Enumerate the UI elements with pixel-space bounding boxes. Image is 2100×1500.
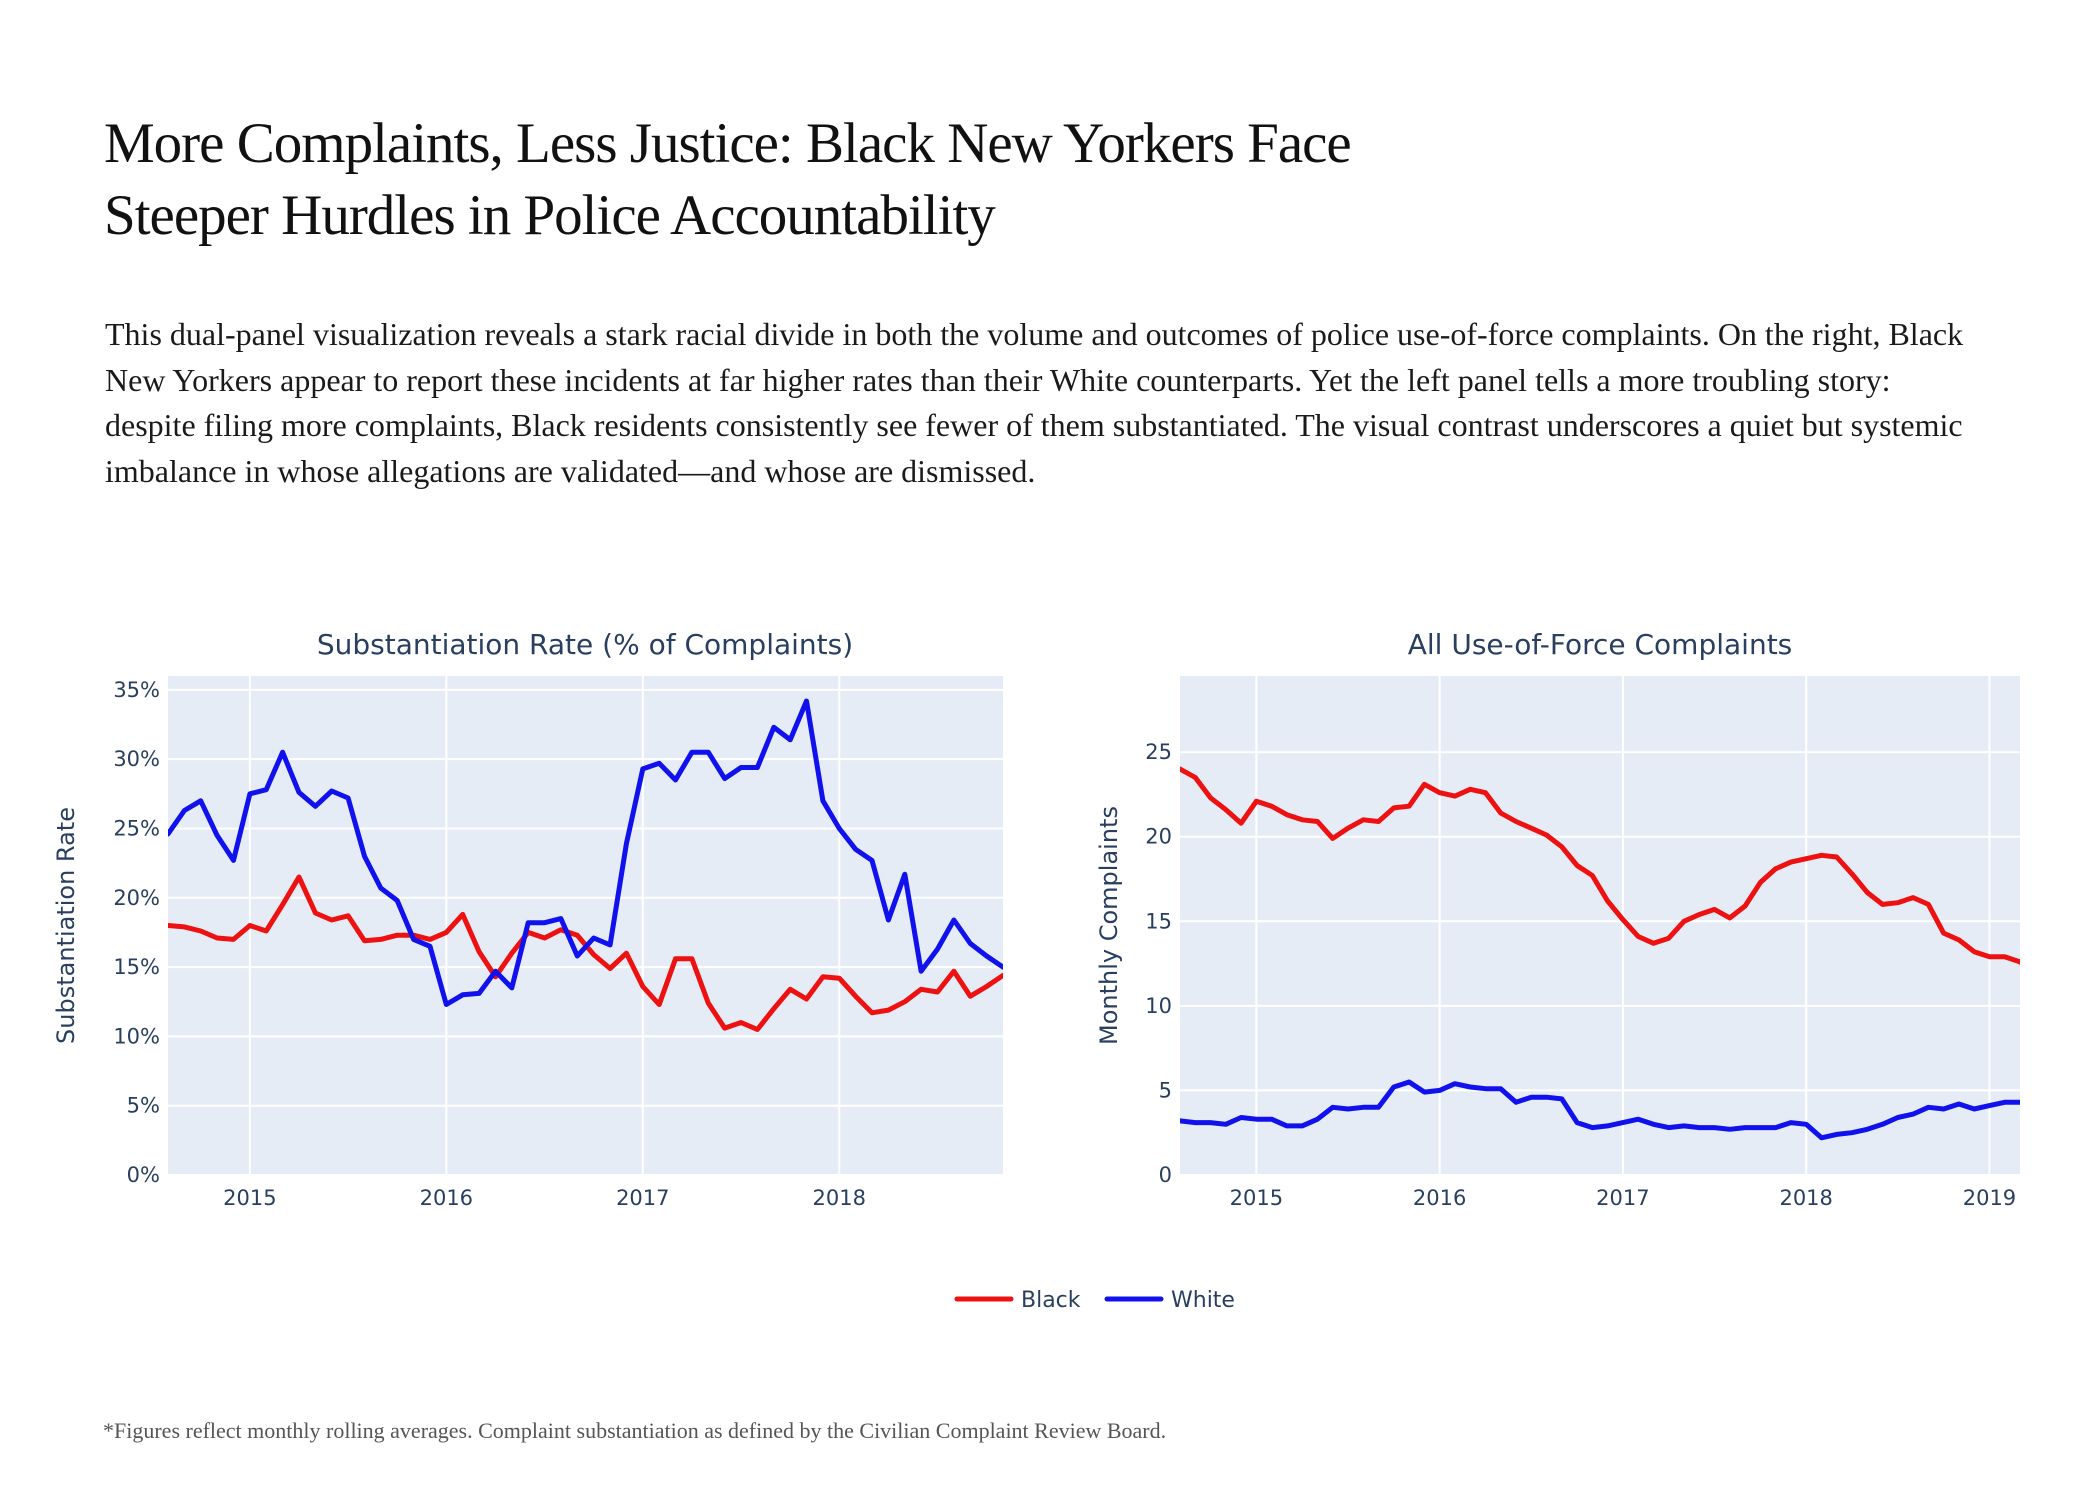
chart-title: Substantiation Rate (% of Complaints) — [317, 628, 853, 661]
y-tick-label: 10 — [1145, 994, 1172, 1018]
x-tick-label: 2017 — [1596, 1186, 1649, 1210]
legend-label: White — [1171, 1288, 1235, 1313]
y-tick-label: 35% — [113, 678, 160, 702]
x-tick-label: 2016 — [1413, 1186, 1466, 1210]
legend: Black White — [957, 1288, 1235, 1313]
y-tick-label: 15% — [113, 955, 160, 979]
y-tick-label: 0% — [127, 1163, 160, 1187]
y-tick-label: 25 — [1145, 740, 1172, 764]
x-tick-label: 2016 — [420, 1186, 473, 1210]
legend-label: Black — [1021, 1288, 1081, 1313]
y-tick-label: 5% — [127, 1094, 160, 1118]
legend-item-white: White — [1107, 1288, 1235, 1313]
legend-item-black: Black — [957, 1288, 1081, 1313]
x-tick-label: 2017 — [616, 1186, 669, 1210]
chart-title: All Use-of-Force Complaints — [1408, 628, 1793, 661]
x-tick-label: 2015 — [223, 1186, 276, 1210]
y-tick-label: 10% — [113, 1024, 160, 1048]
y-axis-label: Substantiation Rate — [52, 807, 80, 1044]
y-tick-label: 30% — [113, 747, 160, 771]
x-tick-label: 2015 — [1230, 1186, 1283, 1210]
x-tick-label: 2019 — [1963, 1186, 2016, 1210]
footnote: *Figures reflect monthly rolling average… — [103, 1418, 1803, 1444]
chart-panel-2: 0 5 10 15 20 25 2015 2016 2017 2018 2019 All Use-of… — [1095, 628, 2035, 1210]
chart-panel-1: 0% 5% 10% 15% 20% 25% 30% 35% 2015 2016 2017 2018 Su… — [52, 628, 1003, 1210]
y-tick-label: 5 — [1159, 1078, 1172, 1102]
x-tick-label: 2018 — [813, 1186, 866, 1210]
y-tick-label: 0 — [1159, 1163, 1172, 1187]
y-tick-label: 15 — [1145, 909, 1172, 933]
y-tick-label: 25% — [113, 816, 160, 840]
x-tick-label: 2018 — [1779, 1186, 1832, 1210]
y-tick-label: 20% — [113, 886, 160, 910]
y-axis-label: Monthly Complaints — [1095, 806, 1123, 1045]
plot-area — [1180, 676, 2020, 1175]
y-tick-label: 20 — [1145, 825, 1172, 849]
plot-area — [168, 676, 1003, 1175]
